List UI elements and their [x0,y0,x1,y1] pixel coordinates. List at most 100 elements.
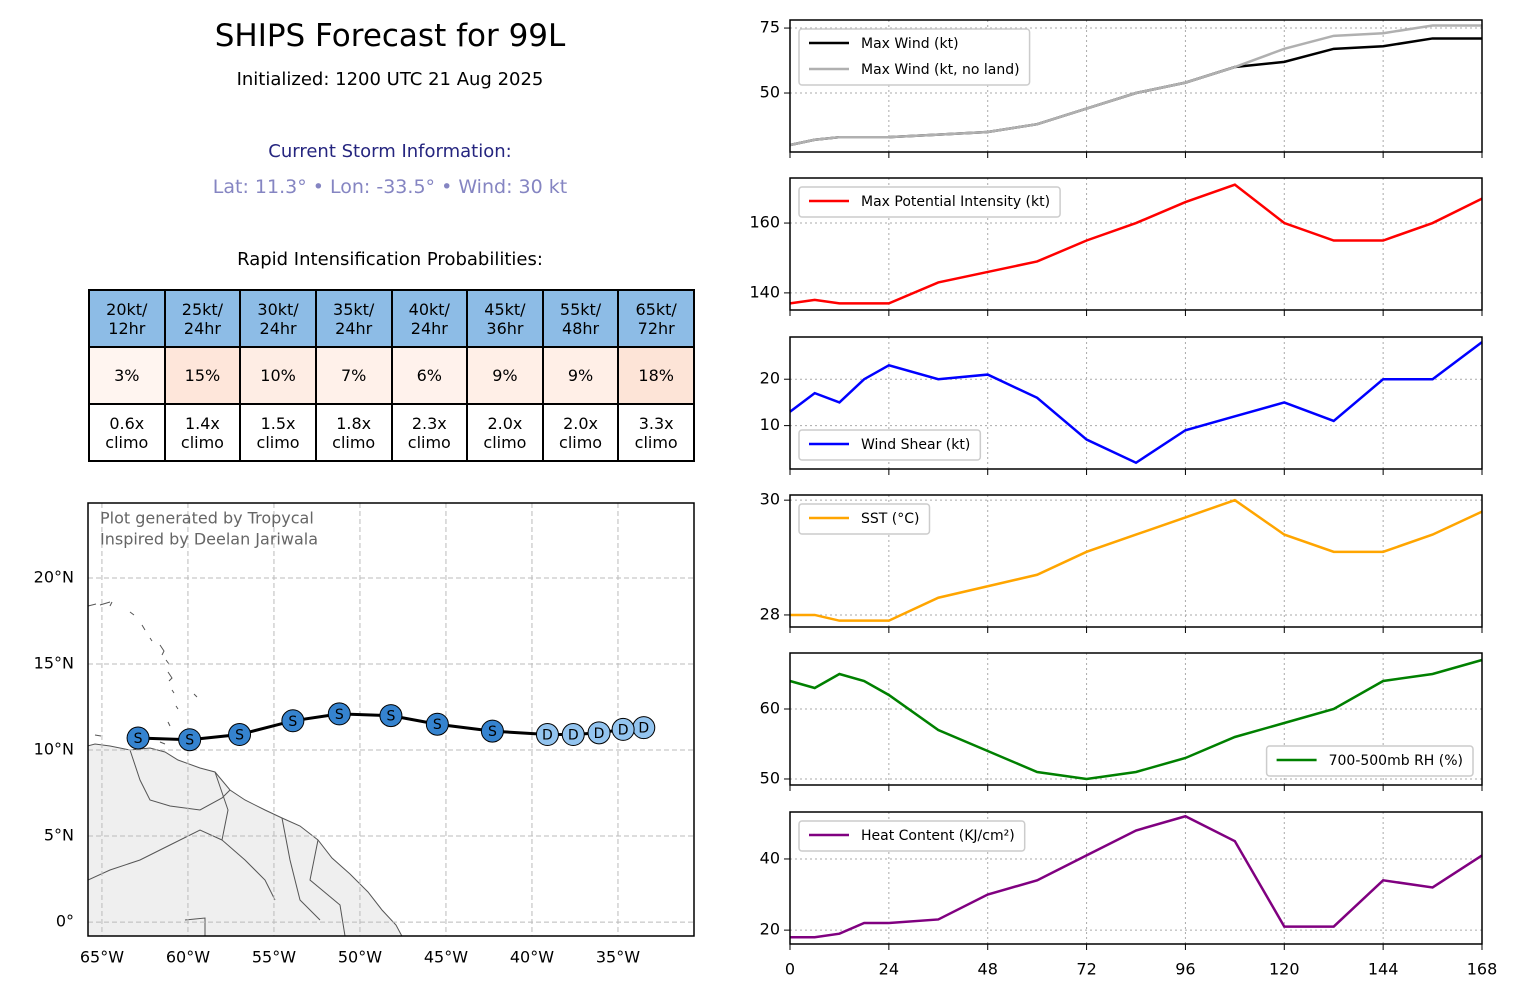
probability-cell: 9% [466,346,544,405]
x-tick-label: 40°W [510,948,554,967]
track-label: D [542,728,553,744]
x-tick-label: 168 [1467,960,1498,979]
legend-label: Heat Content (KJ/cm²) [861,828,1015,844]
track-label: D [568,728,579,744]
probability-cell: 10% [239,346,317,405]
track-label: S [235,728,244,744]
probability-cell: 15% [163,346,242,405]
plot-frame [789,494,1483,628]
track-label: S [134,731,143,747]
plot-frame [789,19,1483,153]
title: SHIPS Forecast for 99L [214,18,566,54]
header-cell: 65kt/ 72hr [617,289,695,348]
legend-frame [798,503,931,535]
legend-label: Wind Shear (kt) [861,437,970,453]
plot-frame [789,177,1483,311]
x-tick-label: 96 [1175,960,1195,979]
subtitle: Initialized: 1200 UTC 21 Aug 2025 [236,69,544,90]
header-row: 20kt/ 12hr 25kt/ 24hr 30kt/ 24hr 35kt/ 24hr… [88,289,695,348]
y-tick-label: 140 [749,282,780,301]
plot-frame [789,652,1483,786]
y-tick-label: 10 [760,415,780,434]
legend: 700-500mb RH (%) [1265,745,1474,777]
x-tick-label: 48 [978,960,998,979]
legend: Wind Shear (kt) [798,429,982,461]
x-tick-label: 35°W [596,948,640,967]
y-tick-label: 15°N [34,654,74,673]
track-label: S [335,707,344,723]
series-line [789,341,1483,465]
series-line [790,814,1483,939]
legend: Max Potential Intensity (kt) [798,186,1061,218]
x-tick-label: 0 [785,960,795,979]
y-tick-label: 75 [760,18,780,37]
x-tick-label: 24 [879,960,899,979]
x-tick-label: 72 [1076,960,1096,979]
legend-label: Max Wind (kt, no land) [861,62,1020,78]
track-point [228,723,252,747]
legend-label: Max Potential Intensity (kt) [861,194,1050,210]
probability-cell: 7% [314,346,393,405]
x-tick-label: 65°W [80,948,124,967]
y-tick-label: 28 [760,604,780,623]
legend-label: 700-500mb RH (%) [1329,753,1463,769]
x-tick-label: 50°W [338,948,382,967]
legend-frame [798,820,1026,852]
climo-row: 0.6x climo 1.4x climo 1.5x climo 1.8x climo… [88,403,695,462]
y-tick-label: 50 [760,768,780,787]
legend-label: SST (°C) [861,511,919,527]
plot-frame [789,336,1483,470]
header-cell: 35kt/ 24hr [314,289,393,348]
y-tick-label: 30 [760,490,780,509]
climo-cell: 1.8x climo [314,403,393,462]
y-tick-label: 20 [760,369,780,388]
header-cell: 30kt/ 24hr [239,289,317,348]
probability-cell: 9% [541,346,620,405]
climo-cell: 1.5x climo [239,403,317,462]
track-point [611,717,635,741]
climo-cell: 3.3x climo [617,403,695,462]
ri-table: 20kt/ 12hr 25kt/ 24hr 30kt/ 24hr 35kt/ 24hr… [88,289,695,462]
track-label: S [288,714,297,730]
y-tick-label: 40 [760,848,780,867]
annotation: Plot generated by Tropycal [100,509,314,528]
series-line [789,183,1483,305]
x-tick-label: 45°W [424,948,468,967]
track-point [535,723,559,747]
track-label: S [185,733,194,749]
y-tick-label: 160 [749,213,780,232]
legend-frame [1265,745,1474,777]
probability-cell: 18% [617,346,695,405]
legend-frame [798,28,1031,86]
header-cell: 25kt/ 24hr [163,289,242,348]
y-tick-label: 10°N [34,740,74,759]
track-label: D [594,726,605,742]
y-tick-label: 50 [760,83,780,102]
x-tick-label: 144 [1368,960,1399,979]
track-point [281,709,305,733]
track-point [425,712,449,736]
x-tick-label: 60°W [166,948,210,967]
probability-cell: 6% [390,346,469,405]
climo-cell: 1.4x climo [163,403,242,462]
y-tick-label: 60 [760,698,780,717]
x-tick-label: 120 [1269,960,1300,979]
annotation: Inspired by Deelan Jariwala [100,530,318,549]
header-cell: 20kt/ 12hr [88,289,166,348]
y-tick-label: 20 [760,920,780,939]
track-label: D [618,722,629,738]
climo-cell: 2.0x climo [541,403,620,462]
track-point [327,702,351,726]
storm-info: Lat: 11.3° • Lon: -33.5° • Wind: 30 kt [212,176,568,198]
legend-frame [798,429,982,461]
y-tick-label: 5°N [44,826,74,845]
series-line [789,24,1482,147]
x-tick-label: 55°W [252,948,296,967]
series-line [789,658,1483,781]
header-cell: 40kt/ 24hr [390,289,469,348]
track-point [126,726,150,750]
track-point [178,728,202,752]
legend: Heat Content (KJ/cm²) [798,820,1026,852]
header-cell: 55kt/ 48hr [541,289,620,348]
